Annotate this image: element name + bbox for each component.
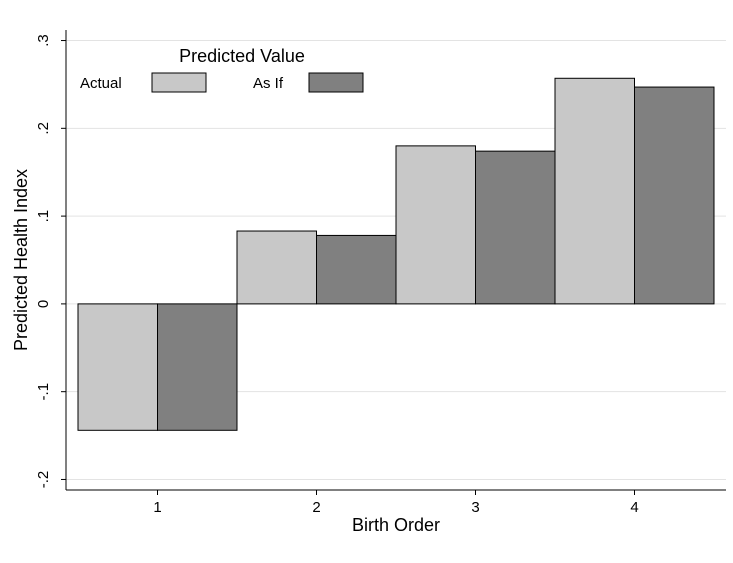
y-axis-title: Predicted Health Index xyxy=(11,169,31,351)
y-tick-label: .2 xyxy=(35,122,52,135)
legend-swatch xyxy=(308,72,364,93)
x-tick-label: 3 xyxy=(471,499,479,516)
bar xyxy=(77,303,158,431)
x-axis-title: Birth Order xyxy=(352,515,440,535)
y-tick-label: .1 xyxy=(35,210,52,223)
bar xyxy=(236,230,317,305)
bar xyxy=(316,234,397,305)
bar xyxy=(475,150,556,305)
bar xyxy=(554,77,635,305)
y-tick-label: -.1 xyxy=(35,383,52,401)
y-tick-label: -.2 xyxy=(35,471,52,489)
legend-title: Predicted Value xyxy=(179,46,305,66)
y-tick-label: .3 xyxy=(35,34,52,47)
legend-label: Actual xyxy=(80,75,122,92)
bar xyxy=(157,303,238,431)
legend-swatch xyxy=(151,72,207,93)
legend-label: As If xyxy=(253,75,284,92)
bar xyxy=(634,86,715,305)
bar xyxy=(395,145,476,305)
x-tick-label: 2 xyxy=(312,499,320,516)
x-tick-label: 1 xyxy=(153,499,161,516)
y-tick-label: 0 xyxy=(35,300,52,308)
x-tick-label: 4 xyxy=(630,499,638,516)
